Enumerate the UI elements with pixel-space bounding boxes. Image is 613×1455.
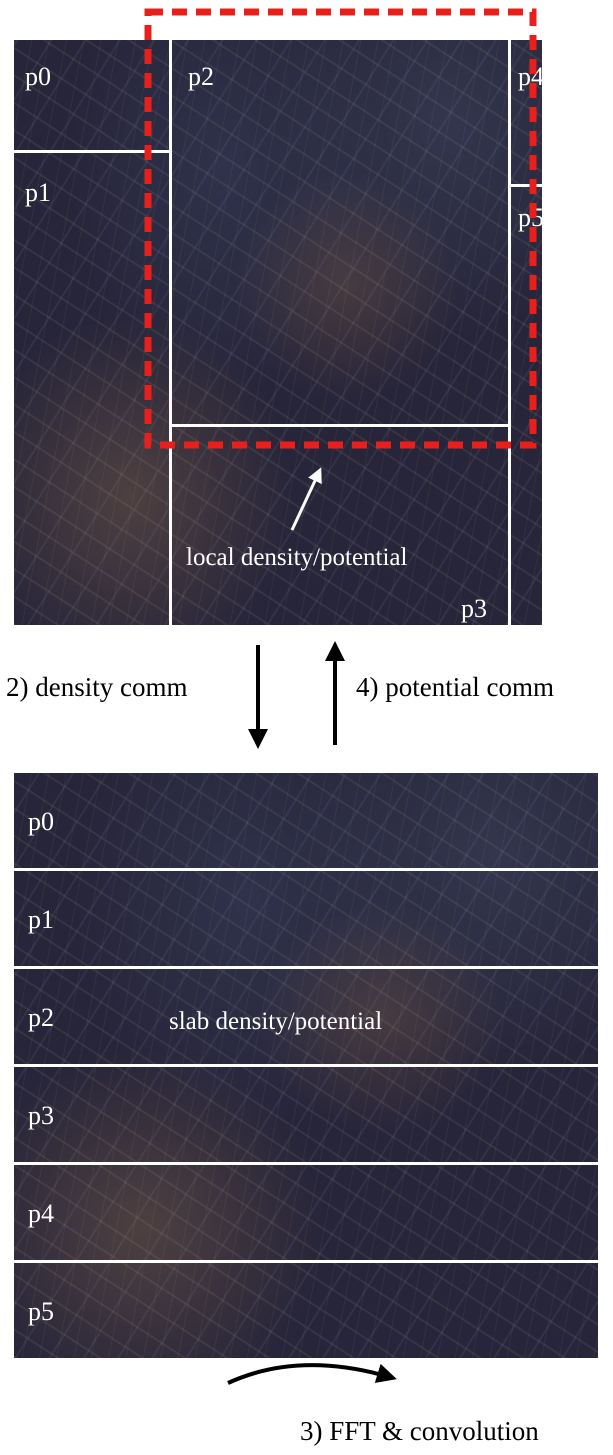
local-domain-panel: p0 p1 p2 p3 p4 p5 local density/potentia…: [14, 40, 542, 625]
slab-label-p0: p0: [28, 807, 54, 836]
region-label-p2: p2: [188, 62, 214, 91]
divider-left-column: [169, 40, 172, 625]
divider-right-column: [508, 40, 511, 625]
slab-label-p4: p4: [28, 1199, 54, 1228]
slab-divider-2: [14, 966, 598, 969]
divider-p2-p3: [172, 424, 511, 427]
divider-p0-p1: [14, 150, 169, 153]
slab-label-p3: p3: [28, 1101, 54, 1130]
slab-domain-panel: p0 p1 p2 p3 p4 p5 slab density/potential: [14, 773, 598, 1358]
local-region-highlight-box: [144, 8, 537, 449]
region-label-p0: p0: [25, 62, 51, 91]
slab-label-p2: p2: [28, 1003, 54, 1032]
density-comm-label: 2) density comm: [6, 672, 188, 702]
region-label-p1: p1: [25, 178, 51, 207]
density-field-texture: [14, 40, 542, 625]
region-label-p3: p3: [461, 594, 487, 623]
slab-divider-3: [14, 1064, 598, 1067]
slab-label-p5: p5: [28, 1297, 54, 1326]
slab-divider-4: [14, 1162, 598, 1165]
slab-divider-1: [14, 868, 598, 871]
caption-pointer-arrow: [290, 467, 322, 531]
local-density-caption: local density/potential: [186, 544, 408, 571]
slab-density-caption: slab density/potential: [169, 1008, 383, 1035]
potential-comm-label: 4) potential comm: [356, 672, 554, 702]
fft-convolution-label: 3) FFT & convolution: [300, 1416, 539, 1446]
slab-label-p1: p1: [28, 905, 54, 934]
fft-convolution-arrow: [227, 1363, 397, 1385]
divider-p4-p5: [511, 184, 542, 187]
slab-divider-5: [14, 1260, 598, 1263]
